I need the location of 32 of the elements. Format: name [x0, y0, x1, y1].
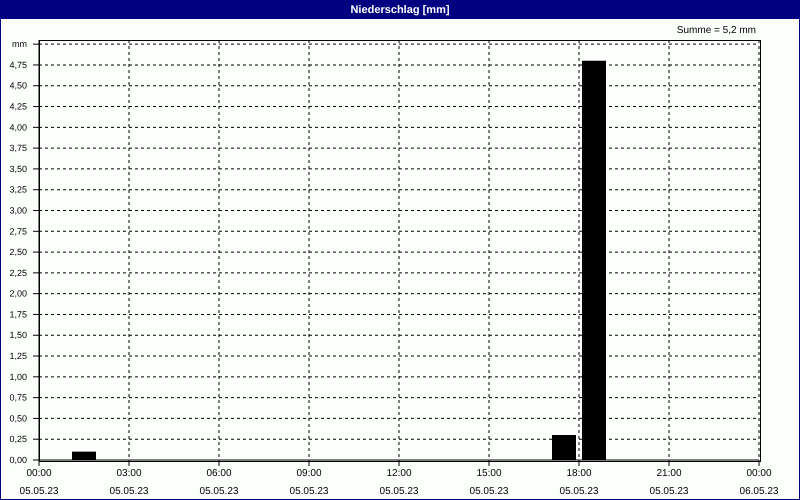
x-tick-label: 15:00 05.05.23 [470, 468, 509, 497]
y-tick-label: mm [12, 39, 27, 50]
y-tick-label: 3,75 [9, 143, 27, 154]
y-tick-label: 1,50 [9, 330, 27, 340]
x-tick-label: 03:00 05.05.23 [110, 468, 149, 497]
y-tick-label: 2,25 [9, 268, 27, 278]
text: Summe = 5,2 mm [676, 25, 756, 36]
x-tick-label: 06:00 05.05.23 [200, 468, 239, 497]
x-tick-label: 00:00 06.05.23 [740, 468, 779, 497]
x-tick-label: 12:00 05.05.23 [380, 468, 419, 497]
y-tick-label: 1,00 [9, 372, 27, 382]
y-tick-label: 4,50 [9, 80, 27, 91]
y-tick-label: 4,00 [9, 122, 27, 132]
x-tick-label: 18:00 05.05.23 [560, 468, 599, 497]
y-tick-label: 2,50 [9, 247, 27, 258]
y-tick-label: 4,75 [9, 60, 27, 70]
y-tick-label: 1,25 [9, 351, 27, 362]
y-tick-label: 0,00 [9, 455, 27, 465]
y-tick-label: 0,25 [9, 434, 27, 444]
y-tick-label: 1,75 [9, 309, 27, 320]
y-tick-label: 0,50 [9, 413, 27, 424]
y-tick-label: 0,75 [9, 392, 27, 403]
y-tick-label: 2,00 [9, 288, 27, 299]
y-tick-label: 2,75 [9, 226, 27, 236]
x-tick-label: 09:00 05.05.23 [290, 468, 329, 497]
chart-title: Niederschlag [mm] [1, 1, 799, 19]
y-tick-label: 4,25 [9, 102, 27, 112]
y-tick-label: 3,25 [9, 184, 27, 195]
x-tick-label: 00:00 05.05.23 [20, 468, 59, 497]
x-tick-label: 21:00 05.05.23 [650, 468, 689, 497]
y-tick-label: 3,50 [9, 164, 27, 174]
y-tick-label: 3,00 [9, 205, 27, 216]
